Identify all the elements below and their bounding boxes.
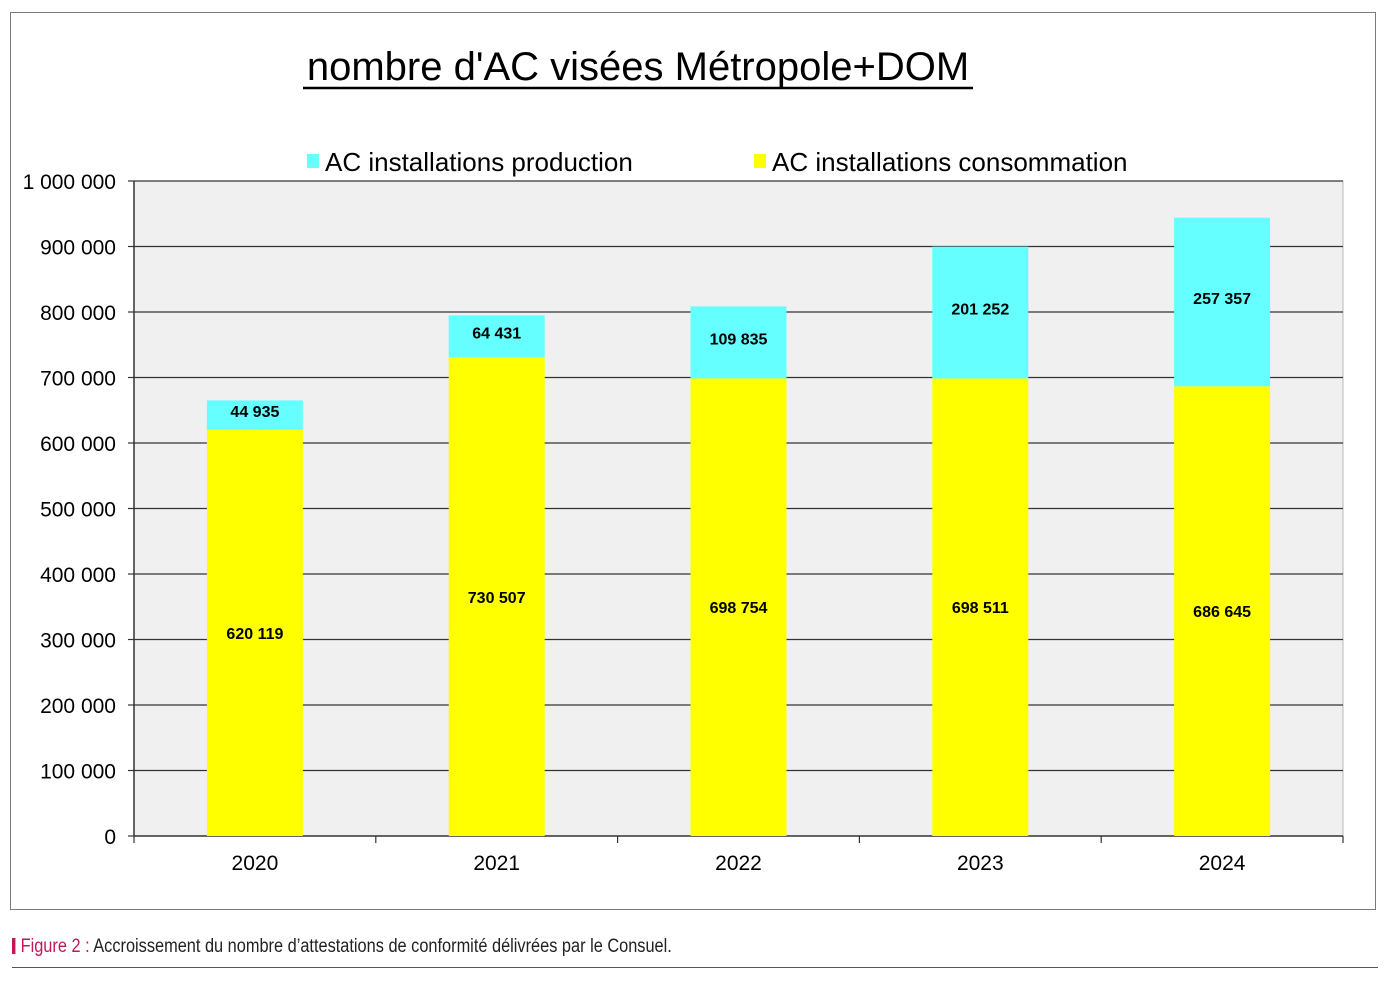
data-label: 44 935 [230,404,279,421]
bar-production [206,400,303,430]
y-tick-label: 400 000 [40,564,116,587]
data-label: 257 357 [1193,291,1251,308]
data-label: 698 511 [952,600,1009,617]
legend-label: AC installations consommation [772,147,1128,177]
bar-consommation [206,429,303,836]
data-label: 201 252 [951,302,1009,319]
data-label: 620 119 [226,626,283,643]
y-tick-label: 200 000 [40,695,116,718]
legend: AC installations production AC installati… [307,147,1128,177]
x-tick-label: 2021 [473,852,520,875]
x-tick-label: 2023 [957,852,1004,875]
legend-swatch [754,154,766,168]
x-tick-label: 2022 [715,852,762,875]
bar-production [448,315,545,358]
caption-text: Accroissement du nombre d’attestations d… [93,936,672,957]
chart-title: nombre d'AC visées Métropole+DOM [307,45,969,89]
x-tick-label: 2024 [1199,852,1246,875]
y-tick-label: 700 000 [40,368,116,391]
y-tick-label: 500 000 [40,499,116,522]
data-label: 64 431 [472,325,521,342]
y-tick-label: 1 000 000 [23,171,116,194]
bar-production [690,306,787,379]
caption-rule [12,967,1378,968]
bar-consommation [690,378,787,836]
bar-consommation [1174,386,1271,836]
x-tick-label: 2020 [232,852,279,875]
plot-area: 0 100 000 200 000 300 000 400 000 500 000 600 … [23,171,1344,875]
y-tick-label: 600 000 [40,433,116,456]
caption-marker [12,938,16,954]
y-tick-label: 300 000 [40,630,116,653]
figure-caption: Figure 2 : Accroissement du nombre d’att… [12,936,672,958]
data-label: 109 835 [710,331,768,348]
bar-production [1174,217,1271,387]
bar-production [932,246,1029,379]
y-tick-label: 900 000 [40,237,116,260]
y-tick-label: 100 000 [40,761,116,784]
data-label: 698 754 [710,600,768,617]
legend-label: AC installations production [325,147,633,177]
legend-swatch [307,154,319,168]
y-tick-label: 800 000 [40,302,116,325]
bar-consommation [932,378,1029,836]
bar-consommation [448,357,545,836]
caption-figure-label: Figure 2 : [20,936,90,957]
data-label: 686 645 [1193,604,1251,621]
data-label: 730 507 [468,590,526,607]
y-tick-label: 0 [104,826,116,849]
